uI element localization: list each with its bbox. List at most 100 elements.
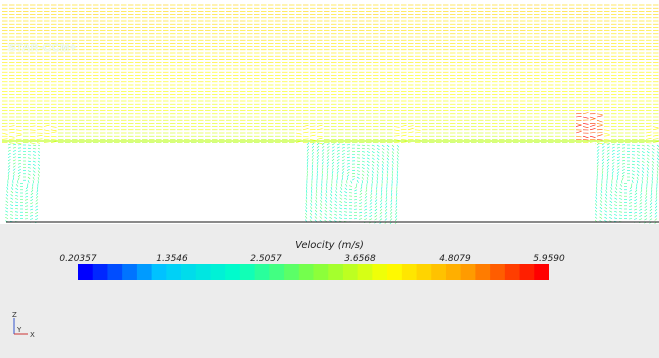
velocity-vector [306,186,308,190]
velocity-vector [376,147,380,151]
velocity-vector [349,188,353,191]
velocity-vector [589,132,596,134]
velocity-vector [334,217,338,219]
velocity-vector [371,154,375,157]
velocity-vector [376,173,379,177]
velocity-vector [43,129,50,132]
velocity-vector [316,155,319,158]
velocity-vector [400,125,407,127]
velocity-vector [336,168,340,171]
velocity-vector [379,215,383,218]
velocity-vector [359,205,363,208]
velocity-vector [5,197,9,200]
velocity-vector [306,145,310,149]
velocity-vector [374,218,378,221]
velocity-vector [339,190,343,194]
velocity-vector [356,173,360,176]
velocity-vector [346,177,349,181]
velocity-vector [395,199,398,203]
velocity-vector [575,131,582,134]
velocity-vector [391,144,395,148]
velocity-vector [380,196,383,200]
velocity-vector [15,132,22,135]
velocity-vector [391,157,394,161]
velocity-vector [320,196,323,200]
velocity-vector [326,158,330,162]
velocity-vector [12,162,16,165]
velocity-vector [12,159,16,162]
velocity-vector [354,195,358,198]
velocity-vector [359,218,363,220]
velocity-vector [646,151,650,154]
velocity-vector [32,154,36,156]
velocity-vector [17,180,19,184]
velocity-vector [386,176,388,181]
velocity-vector [341,156,345,159]
velocity-vector [316,142,320,146]
velocity-vector [10,187,14,190]
velocity-vector [350,180,353,184]
velocity-vector [391,173,393,177]
velocity-vector [356,183,358,187]
velocity-vector [50,135,57,138]
velocity-vector [339,214,343,216]
velocity-vector [596,119,603,123]
velocity-vector [395,205,398,209]
velocity-vector [364,208,368,211]
velocity-vector [603,142,610,144]
velocity-vector [17,150,22,152]
velocity-vector [316,124,323,127]
velocity-vector [36,138,43,140]
velocity-vector [15,194,19,197]
velocity-vector [364,196,368,199]
velocity-vector [25,192,29,195]
velocity-vector [346,174,350,178]
velocity-vector [27,167,31,169]
velocity-vector [391,154,395,158]
velocity-vector [17,160,21,162]
velocity-vector [314,213,318,216]
velocity-vector [331,167,334,171]
velocity-vector [334,193,338,197]
velocity-vector [374,205,378,209]
velocity-vector [12,165,16,168]
velocity-vector [339,210,343,213]
velocity-vector [316,148,320,152]
velocity-vector [389,218,393,221]
velocity-vector [346,168,350,171]
velocity-vector [331,146,335,149]
velocity-vector [596,115,603,118]
velocity-vector [341,162,345,165]
velocity-vector [335,190,338,194]
velocity-vector [394,215,398,218]
velocity-vector [351,173,356,175]
velocity-vector [400,141,407,143]
velocity-vector [37,180,39,184]
velocity-vector [339,204,343,207]
velocity-vector [616,150,620,152]
velocity-vector [25,186,29,190]
velocity-vector [381,147,385,151]
velocity-vector [6,183,9,187]
velocity-vector [353,202,358,204]
velocity-vector [17,166,21,168]
velocity-vector [27,157,31,159]
velocity-vector [324,213,328,216]
velocity-vector [370,192,373,196]
velocity-vector [414,139,421,141]
velocity-vector [17,163,21,165]
velocity-vector [356,167,360,169]
velocity-vector [641,144,645,147]
velocity-vector [30,202,34,205]
velocity-vector [575,116,582,118]
velocity-vector [582,139,589,141]
velocity-vector [32,176,35,180]
velocity-vector [311,164,314,168]
velocity-vector [306,155,309,158]
velocity-vector [341,153,345,155]
velocity-vector [326,152,330,155]
velocity-vector [25,189,29,192]
velocity-vector [319,216,323,219]
